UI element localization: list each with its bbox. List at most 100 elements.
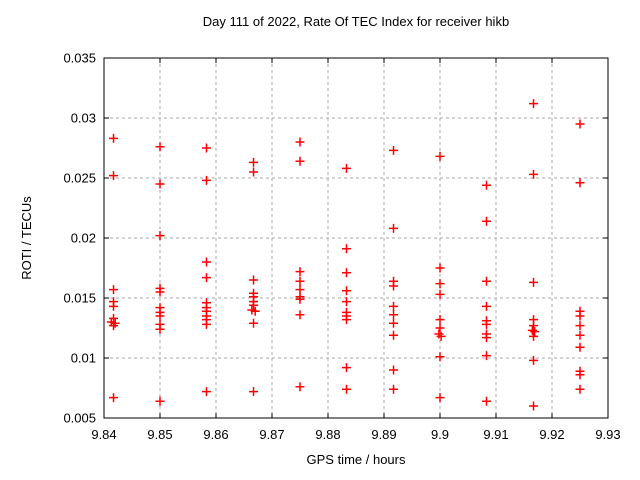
data-point-marker (529, 321, 539, 331)
x-tick-label: 9.85 (147, 427, 172, 442)
data-point-marker (481, 180, 491, 190)
data-point-marker (529, 277, 539, 287)
data-point-marker (389, 223, 399, 233)
data-point-marker (109, 133, 119, 143)
x-tick-label: 9.91 (483, 427, 508, 442)
data-point-marker (530, 327, 540, 337)
data-point-marker (575, 384, 585, 394)
data-point-marker (389, 281, 399, 291)
data-point-marker (341, 163, 351, 173)
data-point-marker (529, 355, 539, 365)
x-tick-label: 9.93 (595, 427, 620, 442)
data-point-marker (249, 300, 259, 310)
y-tick-label: 0.03 (71, 111, 96, 126)
data-point-marker (575, 330, 585, 340)
data-point-marker (575, 342, 585, 352)
data-point-marker (295, 294, 305, 304)
data-point-marker (155, 142, 165, 152)
data-point-marker (435, 323, 445, 333)
data-point-marker (295, 276, 305, 286)
data-point-marker (341, 286, 351, 296)
data-point-marker (575, 370, 585, 380)
data-point-marker (341, 244, 351, 254)
data-point-marker (575, 321, 585, 331)
data-point-marker (201, 175, 211, 185)
x-tick-label: 9.86 (203, 427, 228, 442)
y-tick-label: 0.005 (63, 411, 96, 426)
data-point-marker (250, 306, 260, 316)
data-point-marker (389, 310, 399, 320)
data-point-marker (435, 393, 445, 403)
data-point-marker (295, 310, 305, 320)
data-point-marker (435, 151, 445, 161)
data-point-marker (295, 156, 305, 166)
data-point-marker (481, 276, 491, 286)
data-point-marker (481, 319, 491, 329)
data-point-marker (435, 352, 445, 362)
data-point-marker (389, 145, 399, 155)
data-point-marker (341, 384, 351, 394)
data-point-marker (527, 325, 537, 335)
data-point-marker (529, 331, 539, 341)
data-point-marker (481, 301, 491, 311)
x-tick-label: 9.87 (259, 427, 284, 442)
x-tick-label: 9.9 (431, 427, 449, 442)
data-point-marker (201, 387, 211, 397)
data-point-marker (155, 311, 165, 321)
y-tick-label: 0.025 (63, 171, 96, 186)
data-point-marker (575, 119, 585, 129)
data-point-marker (249, 157, 259, 167)
data-point-marker (435, 315, 445, 325)
data-point-marker (389, 365, 399, 375)
x-tick-label: 9.89 (371, 427, 396, 442)
data-point-marker (389, 318, 399, 328)
x-axis-label: GPS time / hours (306, 452, 406, 467)
data-point-marker (201, 143, 211, 153)
data-point-marker (295, 267, 305, 277)
data-point-marker (529, 99, 539, 109)
data-point-marker (155, 396, 165, 406)
data-point-marker (155, 179, 165, 189)
x-tick-label: 9.88 (315, 427, 340, 442)
data-point-marker (575, 311, 585, 321)
data-point-marker (341, 363, 351, 373)
data-point-marker (249, 387, 259, 397)
y-tick-label: 0.02 (71, 231, 96, 246)
data-point-marker (436, 331, 446, 341)
data-point-marker (155, 231, 165, 241)
data-point-marker (481, 216, 491, 226)
data-point-marker (155, 287, 165, 297)
data-point-marker (341, 297, 351, 307)
data-point-marker (201, 273, 211, 283)
chart-title: Day 111 of 2022, Rate Of TEC Index for r… (202, 14, 510, 29)
data-point-marker (435, 289, 445, 299)
data-point-marker (249, 275, 259, 285)
data-point-marker (341, 315, 351, 325)
data-point-marker (481, 351, 491, 361)
data-point-marker (341, 268, 351, 278)
data-point-marker (389, 301, 399, 311)
data-point-marker (389, 384, 399, 394)
data-point-marker (109, 301, 119, 311)
y-tick-label: 0.01 (71, 351, 96, 366)
data-point-marker (389, 330, 399, 340)
data-point-marker (481, 333, 491, 343)
y-tick-label: 0.035 (63, 51, 96, 66)
data-point-marker (249, 318, 259, 328)
data-point-marker (109, 321, 119, 331)
data-point-marker (575, 178, 585, 188)
y-tick-label: 0.015 (63, 291, 96, 306)
data-point-marker (529, 401, 539, 411)
data-point-marker (201, 319, 211, 329)
data-point-marker (109, 393, 119, 403)
x-tick-label: 9.84 (91, 427, 116, 442)
data-point-marker (295, 382, 305, 392)
data-point-marker (529, 169, 539, 179)
data-point-marker (249, 167, 259, 177)
data-point-marker (201, 257, 211, 267)
data-point-marker (435, 279, 445, 289)
data-point-marker (109, 171, 119, 181)
data-point-marker (295, 137, 305, 147)
data-point-marker (435, 263, 445, 273)
